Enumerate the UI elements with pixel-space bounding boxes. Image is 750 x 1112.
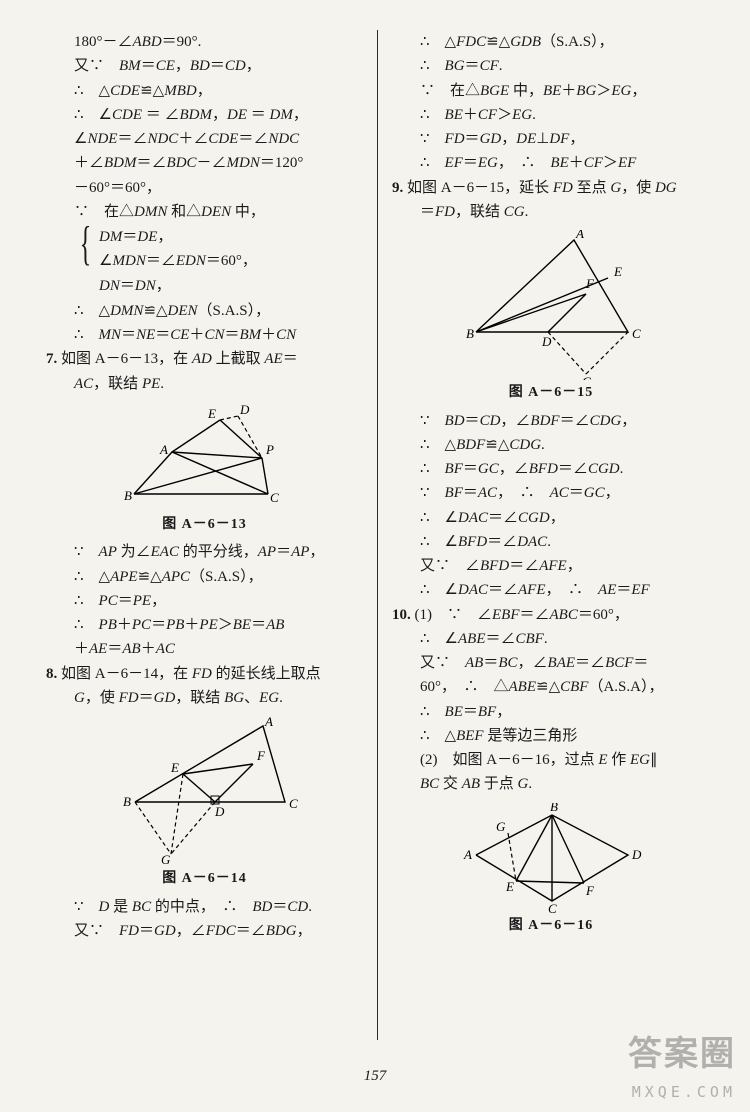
text-line: ＝FD，联结 CG. bbox=[392, 201, 710, 224]
text-line: DM＝DE， bbox=[99, 226, 257, 249]
text-line: ＋∠BDM＝∠BDC－∠MDN＝120° bbox=[46, 152, 363, 175]
svg-text:B: B bbox=[550, 803, 558, 814]
text-line: ∵ 在△BGE 中，BE＋BG＞EG， bbox=[392, 80, 710, 103]
text-line: ∠MDN＝∠EDN＝60°， bbox=[99, 250, 257, 273]
svg-text:P: P bbox=[265, 442, 274, 457]
figure-a-6-16: A B C D E F G bbox=[392, 803, 710, 913]
svg-text:D: D bbox=[541, 334, 552, 349]
svg-text:A: A bbox=[159, 442, 168, 457]
svg-text:E: E bbox=[207, 406, 216, 421]
brace-icon: { bbox=[80, 225, 92, 299]
text-line: ∴ BE＝BF， bbox=[392, 701, 710, 724]
svg-text:D: D bbox=[631, 847, 642, 862]
text-line: ∴ △CDE≌△MBD， bbox=[46, 80, 363, 103]
column-right: ∴ △FDC≌△GDB（S.A.S）， ∴ BG＝CF. ∵ 在△BGE 中，B… bbox=[378, 30, 718, 1040]
text-line: ∴ PC＝PE， bbox=[46, 590, 363, 613]
geometry-figure-icon: B A C P E D bbox=[110, 402, 300, 512]
svg-text:F: F bbox=[256, 748, 266, 763]
problem-heading: 8. 如图 A－6－14，在 FD 的延长线上取点 bbox=[46, 663, 363, 686]
text-line: 又∵ BM＝CE，BD＝CD， bbox=[46, 55, 363, 78]
text-line: ∵ BD＝CD，∠BDF＝∠CDG， bbox=[392, 410, 710, 433]
text-line: ∴ △FDC≌△GDB（S.A.S）， bbox=[392, 31, 710, 54]
svg-text:C: C bbox=[270, 490, 279, 505]
text-line: ∵ D 是 BC 的中点， ∴ BD＝CD. bbox=[46, 896, 363, 919]
svg-text:E: E bbox=[170, 760, 179, 775]
figure-caption: 图 A－6－15 bbox=[392, 382, 710, 404]
problem-heading: 7. 如图 A－6－13，在 AD 上截取 AE＝ bbox=[46, 348, 363, 371]
text-line: ∵ 在△DMN 和△DEN 中， bbox=[46, 201, 363, 224]
text-line: ∠NDE＝∠NDC＋∠CDE＝∠NDC bbox=[46, 128, 363, 151]
svg-text:G: G bbox=[161, 852, 171, 866]
text-line: ∵ BF＝AC， ∴ AC＝GC， bbox=[392, 482, 710, 505]
svg-text:G: G bbox=[496, 819, 506, 834]
text-line: ∴ ∠ABE＝∠CBF. bbox=[392, 628, 710, 651]
text-line: ∴ ∠CDE ＝ ∠BDM，DE ＝ DM， bbox=[46, 104, 363, 127]
svg-text:B: B bbox=[124, 488, 132, 503]
problem-heading: 10. (1) ∵ ∠EBF＝∠ABC＝60°， bbox=[392, 604, 710, 627]
text-line: DN＝DN， bbox=[99, 275, 257, 298]
watermark: 答案圈 MXQE.COM bbox=[628, 1028, 736, 1104]
text-line: ∴ △APE≌△APC（S.A.S）， bbox=[46, 566, 363, 589]
text-line: ∵ AP 为∠EAC 的平分线，AP＝AP， bbox=[46, 541, 363, 564]
svg-text:F: F bbox=[585, 883, 595, 898]
text-line: ∴ △DMN≌△DEN（S.A.S）， bbox=[46, 300, 363, 323]
geometry-figure-icon: A B C D E F G bbox=[105, 716, 305, 866]
svg-text:A: A bbox=[264, 716, 273, 729]
svg-text:B: B bbox=[123, 794, 131, 809]
text-line: ∵ FD＝GD，DE⊥DF， bbox=[392, 128, 710, 151]
text-line: ∴ ∠BFD＝∠DAC. bbox=[392, 531, 710, 554]
text-line: ∴ △BDF≌△CDG. bbox=[392, 434, 710, 457]
page: 180°－∠ABD＝90°. 又∵ BM＝CE，BD＝CD， ∴ △CDE≌△M… bbox=[0, 0, 750, 1050]
svg-text:B: B bbox=[466, 326, 474, 341]
text-line: ∴ EF＝EG， ∴ BE＋CF＞EF bbox=[392, 152, 710, 175]
figure-caption: 图 A－6－14 bbox=[46, 868, 363, 890]
svg-text:F: F bbox=[585, 276, 595, 291]
brace-group: { DM＝DE， ∠MDN＝∠EDN＝60°， DN＝DN， bbox=[46, 225, 363, 299]
svg-text:C: C bbox=[632, 326, 641, 341]
text-line: ∴ PB＋PC＝PB＋PE＞BE＝AB bbox=[46, 614, 363, 637]
text-line: ∴ ∠DAC＝∠CGD， bbox=[392, 507, 710, 530]
svg-text:E: E bbox=[505, 879, 514, 894]
text-line: －60°＝60°， bbox=[46, 177, 363, 200]
text-line: 又∵ FD＝GD，∠FDC＝∠BDG， bbox=[46, 920, 363, 943]
column-left: 180°－∠ABD＝90°. 又∵ BM＝CE，BD＝CD， ∴ △CDE≌△M… bbox=[38, 30, 378, 1040]
geometry-figure-icon: A B C D E F G bbox=[456, 803, 646, 913]
text-line: ∴ △BEF 是等边三角形 bbox=[392, 725, 710, 748]
text-line: ∴ BF＝GC，∠BFD＝∠CGD. bbox=[392, 458, 710, 481]
watermark-url: MXQE.COM bbox=[628, 1081, 736, 1104]
figure-caption: 图 A－6－13 bbox=[46, 514, 363, 536]
figure-a-6-13: B A C P E D bbox=[46, 402, 363, 512]
svg-text:G: G bbox=[582, 374, 592, 380]
text-line: (2) 如图 A－6－16，过点 E 作 EG∥ bbox=[392, 749, 710, 772]
svg-text:C: C bbox=[548, 901, 557, 913]
text-line: 180°－∠ABD＝90°. bbox=[46, 31, 363, 54]
watermark-title: 答案圈 bbox=[628, 1028, 736, 1081]
geometry-figure-icon: A B C D E F G bbox=[456, 230, 646, 380]
svg-text:D: D bbox=[214, 804, 225, 819]
svg-text:C: C bbox=[289, 796, 298, 811]
text-line: 又∵ AB＝BC，∠BAE＝∠BCF＝ bbox=[392, 652, 710, 675]
figure-a-6-15: A B C D E F G bbox=[392, 230, 710, 380]
svg-text:E: E bbox=[613, 264, 622, 279]
figure-a-6-14: A B C D E F G bbox=[46, 716, 363, 866]
text-line: AC，联结 PE. bbox=[46, 373, 363, 396]
text-line: ∴ BG＝CF. bbox=[392, 55, 710, 78]
svg-text:A: A bbox=[575, 230, 584, 241]
problem-heading: 9. 如图 A－6－15，延长 FD 至点 G，使 DG bbox=[392, 177, 710, 200]
svg-text:D: D bbox=[239, 402, 250, 417]
svg-text:A: A bbox=[463, 847, 472, 862]
text-line: ∴ MN＝NE＝CE＋CN＝BM＋CN bbox=[46, 324, 363, 347]
text-line: ∴ BE＋CF＞EG. bbox=[392, 104, 710, 127]
text-line: 60°， ∴ △ABE≌△CBF（A.S.A）， bbox=[392, 676, 710, 699]
text-line: ∴ ∠DAC＝∠AFE， ∴ AE＝EF bbox=[392, 579, 710, 602]
text-line: 又∵ ∠BFD＝∠AFE， bbox=[392, 555, 710, 578]
text-line: ＋AE＝AB＋AC bbox=[46, 638, 363, 661]
text-line: BC 交 AB 于点 G. bbox=[392, 773, 710, 796]
text-line: G，使 FD＝GD，联结 BG、EG. bbox=[46, 687, 363, 710]
figure-caption: 图 A－6－16 bbox=[392, 915, 710, 937]
